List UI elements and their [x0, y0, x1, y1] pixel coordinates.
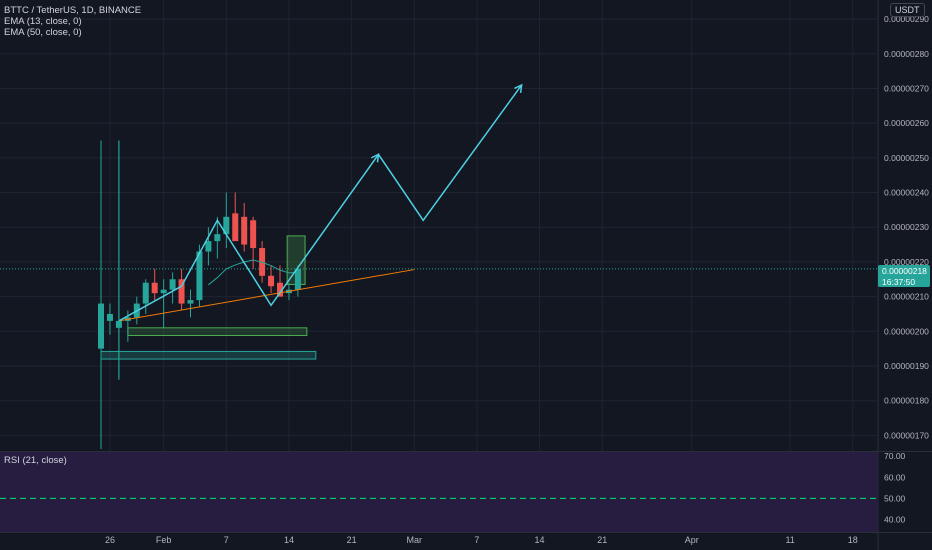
time-tick-label: 14	[284, 535, 294, 545]
ema13-legend[interactable]: EMA (13, close, 0)	[4, 16, 82, 27]
last-price-tag: 0.00000218 16:37:50	[878, 265, 930, 287]
time-tick-label: 11	[785, 535, 794, 545]
rsi-band	[0, 452, 878, 532]
candle-body[interactable]	[151, 282, 158, 294]
time-tick-label: Apr	[685, 535, 699, 545]
ema13-line[interactable]	[208, 259, 298, 286]
candle-body[interactable]	[142, 282, 149, 304]
candle-body[interactable]	[250, 220, 257, 249]
time-tick-label: Mar	[407, 535, 423, 545]
projection-path[interactable]	[118, 84, 523, 322]
rsi-tick-label: 40.00	[884, 514, 906, 524]
support-zone-green[interactable]	[127, 327, 308, 336]
price-tick-label: 0.00000200	[884, 326, 929, 336]
rsi-tick-label: 60.00	[884, 472, 906, 482]
candle-body[interactable]	[268, 275, 275, 287]
bar-countdown: 16:37:50	[882, 276, 916, 287]
candle-body[interactable]	[223, 216, 230, 235]
candle-body[interactable]	[160, 289, 167, 294]
currency-badge[interactable]: USDT	[890, 3, 925, 17]
price-tick-label: 0.00000270	[884, 83, 929, 93]
time-tick-label: 26	[105, 535, 115, 545]
price-tick-label: 0.00000280	[884, 49, 929, 59]
candle-body[interactable]	[187, 300, 194, 304]
arrow-head-end[interactable]	[514, 83, 523, 94]
time-tick-label: 7	[224, 535, 229, 545]
price-tick-label: 0.00000170	[884, 430, 929, 440]
candle-body[interactable]	[214, 234, 221, 242]
time-tick-label: 21	[597, 535, 607, 545]
time-tick-label: Feb	[156, 535, 172, 545]
candle-body[interactable]	[178, 279, 185, 304]
time-tick-label: 21	[347, 535, 357, 545]
candle-body[interactable]	[205, 241, 212, 252]
symbol-title[interactable]: BTTC / TetherUS, 1D, BINANCE	[4, 5, 142, 16]
candle-body[interactable]	[294, 268, 301, 290]
candle-body[interactable]	[277, 282, 283, 297]
price-tick-label: 0.00000290	[884, 14, 929, 24]
candle-body[interactable]	[232, 213, 239, 242]
trend-line[interactable]	[118, 269, 415, 322]
candle-body[interactable]	[106, 313, 113, 321]
time-tick-label: 7	[474, 535, 479, 545]
candle-body[interactable]	[241, 216, 248, 245]
price-tick-label: 0.00000190	[884, 361, 929, 371]
price-tick-label: 0.00000220	[884, 257, 929, 267]
rsi-tick-label: 50.00	[884, 493, 906, 503]
ema50-legend[interactable]: EMA (50, close, 0)	[4, 27, 82, 38]
price-tick-label: 0.00000230	[884, 222, 929, 232]
price-tick-label: 0.00000260	[884, 118, 929, 128]
candle-body[interactable]	[196, 251, 203, 301]
time-tick-label: 18	[848, 535, 858, 545]
price-tick-label: 0.00000180	[884, 396, 929, 406]
support-zone-teal[interactable]	[100, 350, 317, 360]
price-tick-label: 0.00000250	[884, 153, 929, 163]
last-price: 0.00000218	[882, 266, 927, 276]
arrow-head-mid[interactable]	[370, 153, 380, 163]
chart-legend: BTTC / TetherUS, 1D, BINANCE EMA (13, cl…	[4, 5, 141, 38]
candle-body[interactable]	[169, 279, 176, 290]
price-tick-label: 0.00000210	[884, 292, 929, 302]
price-tick-label: 0.00000240	[884, 188, 929, 198]
rsi-legend[interactable]: RSI (21, close)	[4, 455, 67, 466]
time-tick-label: 14	[535, 535, 545, 545]
rsi-tick-label: 70.00	[884, 451, 906, 461]
